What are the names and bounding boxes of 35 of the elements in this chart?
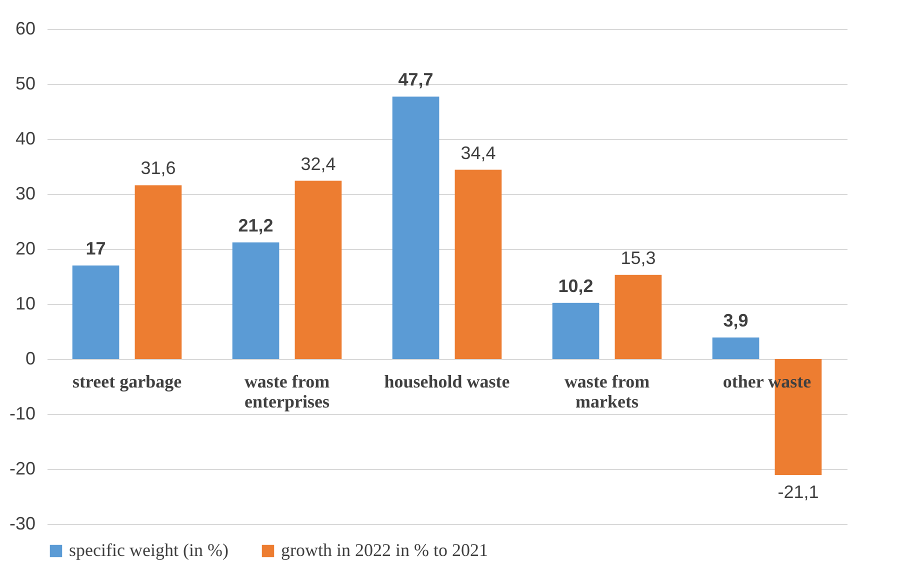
legend-label: specific weight (in %) [69, 540, 228, 560]
data-label: 10,2 [558, 276, 594, 296]
y-tick-label: -30 [9, 514, 36, 534]
y-tick-label: 20 [15, 238, 36, 258]
x-tick-label: household waste [384, 372, 510, 392]
data-label: 47,7 [398, 70, 434, 90]
data-label: 34,4 [460, 142, 496, 163]
x-tick-label: waste from enterprises [244, 372, 330, 412]
data-label: 15,3 [620, 248, 656, 268]
bar [72, 266, 120, 359]
y-tick-label: 10 [15, 294, 36, 314]
x-tick-label: waste from markets [564, 372, 650, 412]
y-tick-label: 60 [15, 18, 36, 38]
bar [232, 242, 280, 359]
data-label: 31,6 [140, 158, 176, 178]
bar [614, 274, 662, 359]
y-tick-label: -10 [9, 404, 36, 424]
data-label: 21,2 [238, 215, 274, 236]
data-label: 3,9 [723, 310, 748, 331]
bar [712, 338, 760, 359]
y-tick-label: -20 [9, 458, 36, 478]
y-tick-label: 0 [25, 348, 36, 368]
y-tick-label: 40 [15, 128, 36, 148]
bar [134, 185, 182, 359]
x-tick-label: street garbage [72, 372, 182, 392]
y-tick-label: 50 [15, 74, 36, 94]
legend-label: growth in 2022 in % to 2021 [281, 540, 488, 560]
bar [454, 170, 502, 359]
bar [294, 180, 342, 359]
bar [392, 96, 440, 359]
y-tick-label: 30 [15, 184, 36, 204]
data-label: 32,4 [300, 154, 336, 174]
data-label: -21,1 [778, 482, 819, 502]
bar [552, 302, 600, 359]
data-label: 17 [86, 238, 106, 258]
